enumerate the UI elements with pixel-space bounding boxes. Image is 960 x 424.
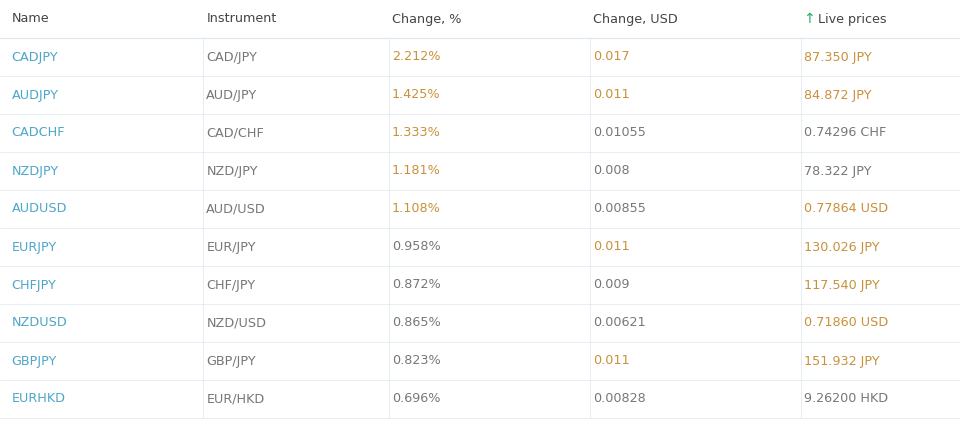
Text: GBP/JPY: GBP/JPY: [206, 354, 256, 368]
Text: CAD/JPY: CAD/JPY: [206, 50, 257, 64]
Text: 1.181%: 1.181%: [392, 165, 441, 178]
Text: 84.872 JPY: 84.872 JPY: [804, 89, 872, 101]
Text: 0.008: 0.008: [593, 165, 630, 178]
Text: 151.932 JPY: 151.932 JPY: [804, 354, 880, 368]
Text: 0.00621: 0.00621: [593, 316, 646, 329]
Text: 0.74296 CHF: 0.74296 CHF: [804, 126, 887, 139]
Text: Change, USD: Change, USD: [593, 12, 678, 25]
Text: CHF/JPY: CHF/JPY: [206, 279, 255, 292]
Text: 1.425%: 1.425%: [392, 89, 441, 101]
Text: 0.872%: 0.872%: [392, 279, 441, 292]
Text: 130.026 JPY: 130.026 JPY: [804, 240, 880, 254]
Text: CHFJPY: CHFJPY: [12, 279, 57, 292]
Text: NZDJPY: NZDJPY: [12, 165, 59, 178]
Text: 2.212%: 2.212%: [392, 50, 441, 64]
Text: NZD/JPY: NZD/JPY: [206, 165, 258, 178]
Text: EUR/JPY: EUR/JPY: [206, 240, 256, 254]
Text: 78.322 JPY: 78.322 JPY: [804, 165, 872, 178]
Text: 0.77864 USD: 0.77864 USD: [804, 203, 889, 215]
Text: 0.958%: 0.958%: [392, 240, 441, 254]
Text: EUR/HKD: EUR/HKD: [206, 393, 265, 405]
Text: 0.696%: 0.696%: [392, 393, 441, 405]
Text: AUDUSD: AUDUSD: [12, 203, 67, 215]
Text: Name: Name: [12, 12, 49, 25]
Text: 0.011: 0.011: [593, 240, 630, 254]
Text: 0.011: 0.011: [593, 354, 630, 368]
Text: 0.71860 USD: 0.71860 USD: [804, 316, 889, 329]
Text: CADCHF: CADCHF: [12, 126, 65, 139]
Text: Live prices: Live prices: [819, 12, 887, 25]
Text: EURJPY: EURJPY: [12, 240, 57, 254]
Text: Instrument: Instrument: [206, 12, 276, 25]
Text: AUDJPY: AUDJPY: [12, 89, 59, 101]
Text: 117.540 JPY: 117.540 JPY: [804, 279, 880, 292]
Text: 0.009: 0.009: [593, 279, 630, 292]
Text: 0.865%: 0.865%: [392, 316, 441, 329]
Text: AUD/JPY: AUD/JPY: [206, 89, 257, 101]
Text: EURHKD: EURHKD: [12, 393, 65, 405]
Text: 0.01055: 0.01055: [593, 126, 646, 139]
Text: NZDUSD: NZDUSD: [12, 316, 67, 329]
Text: GBPJPY: GBPJPY: [12, 354, 57, 368]
Text: 87.350 JPY: 87.350 JPY: [804, 50, 873, 64]
Text: 0.00828: 0.00828: [593, 393, 646, 405]
Text: CADJPY: CADJPY: [12, 50, 59, 64]
Text: 0.00855: 0.00855: [593, 203, 646, 215]
Text: 0.823%: 0.823%: [392, 354, 441, 368]
Text: CAD/CHF: CAD/CHF: [206, 126, 264, 139]
Text: 0.011: 0.011: [593, 89, 630, 101]
Text: Change, %: Change, %: [392, 12, 461, 25]
Text: ↑: ↑: [804, 12, 821, 26]
Text: AUD/USD: AUD/USD: [206, 203, 266, 215]
Text: NZD/USD: NZD/USD: [206, 316, 266, 329]
Text: 1.108%: 1.108%: [392, 203, 441, 215]
Text: 9.26200 HKD: 9.26200 HKD: [804, 393, 889, 405]
Text: 1.333%: 1.333%: [392, 126, 441, 139]
Text: 0.017: 0.017: [593, 50, 630, 64]
